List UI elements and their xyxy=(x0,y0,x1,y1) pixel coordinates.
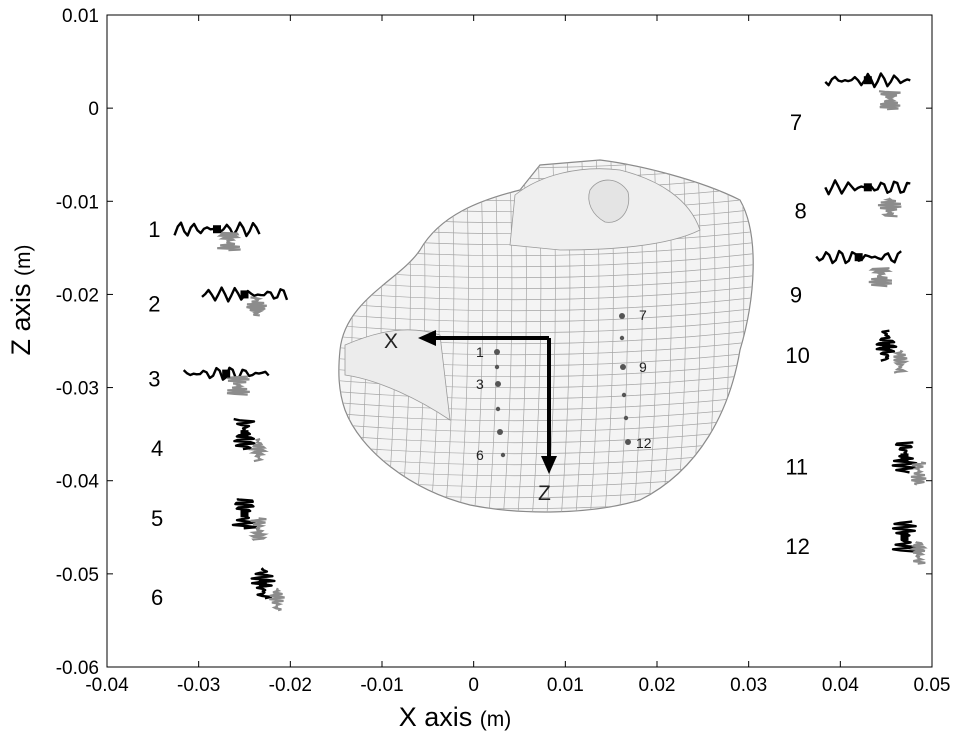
y-tick-label: 0 xyxy=(88,99,99,120)
x-tick-label: 0.03 xyxy=(730,675,767,696)
x-tick-label: -0.02 xyxy=(269,675,312,696)
trace-marker-11 xyxy=(900,453,909,462)
inset-label-9: 9 xyxy=(639,359,647,375)
mesh-line xyxy=(329,150,338,520)
mesh-line xyxy=(338,307,754,323)
mesh-line xyxy=(338,318,754,334)
trajectory-traces xyxy=(173,72,928,612)
trace-light-6 xyxy=(269,587,285,612)
trace-marker-3 xyxy=(222,369,231,378)
trace-marker-10 xyxy=(882,341,891,350)
trace-marker-6 xyxy=(258,579,267,588)
mesh-line xyxy=(338,439,754,455)
y-tick-label: -0.04 xyxy=(56,472,100,493)
inset-marker-dots xyxy=(494,313,631,458)
trace-label-11: 11 xyxy=(785,455,808,480)
trace-marker-1 xyxy=(213,225,221,234)
x-tick-label: -0.03 xyxy=(177,675,220,696)
trace-light-5 xyxy=(248,517,269,542)
mesh-line xyxy=(338,428,754,444)
trace-label-1: 1 xyxy=(148,217,160,242)
trace-light-8 xyxy=(877,197,902,218)
trace-marker-2 xyxy=(240,290,249,299)
trace-light-11 xyxy=(910,461,927,486)
plot-frame xyxy=(106,14,933,668)
y-axis-ticks: 0.01 0 -0.01 -0.02 -0.03 -0.04 -0.05 -0.06 xyxy=(56,6,932,679)
y-axis-title: Z axis (m) xyxy=(6,244,36,355)
inset-label-6: 6 xyxy=(476,447,484,463)
x-tick-label: 0.05 xyxy=(914,675,951,696)
x-tick-label: 0.01 xyxy=(547,675,584,696)
trace-light-12 xyxy=(907,540,928,565)
trace-label-12: 12 xyxy=(785,534,809,559)
heart-mesh-illustration xyxy=(329,150,754,520)
trace-dark-10 xyxy=(875,329,898,362)
inset-marker-labels: 1 3 6 7 9 12 xyxy=(476,307,652,463)
trace-marker-5 xyxy=(240,509,249,518)
trace-light-1 xyxy=(216,231,242,252)
mesh-line xyxy=(338,406,754,422)
y-tick-label: -0.01 xyxy=(56,192,99,213)
x-axis-title: X axis (m) xyxy=(399,702,512,732)
trace-label-4: 4 xyxy=(151,436,163,461)
z-arrow-label: Z xyxy=(538,482,551,505)
mesh-line xyxy=(338,395,754,411)
x-tick-label: 0.04 xyxy=(822,675,859,696)
x-tick-label: -0.04 xyxy=(85,675,129,696)
x-tick-label: 0 xyxy=(468,675,479,696)
x-axis-unit: (m) xyxy=(480,708,511,731)
y-tick-label: -0.06 xyxy=(56,658,99,679)
y-tick-label: -0.03 xyxy=(56,379,99,400)
mesh-line xyxy=(338,285,754,301)
mesh-line xyxy=(338,384,754,400)
y-tick-label: 0.01 xyxy=(62,6,99,27)
x-tick-label: -0.01 xyxy=(360,675,403,696)
x-arrow-label: X xyxy=(384,330,398,353)
mesh-line xyxy=(749,160,754,512)
trace-light-3 xyxy=(226,375,250,396)
trace-light-4 xyxy=(248,438,269,463)
mesh-line xyxy=(338,296,754,312)
y-tick-label: -0.05 xyxy=(56,565,99,586)
trace-label-5: 5 xyxy=(151,506,163,531)
trace-marker-8 xyxy=(863,183,872,192)
trace-marker-12 xyxy=(900,532,909,541)
trace-label-10: 10 xyxy=(785,343,809,368)
trace-light-9 xyxy=(868,267,893,288)
trace-label-8: 8 xyxy=(795,199,807,224)
y-axis-title-text: Z axis xyxy=(6,283,36,355)
trace-marker-4 xyxy=(240,430,249,439)
x-axis-ticks: -0.04 -0.03 -0.02 -0.01 0 0.01 0.02 0.03 0.04 0.0… xyxy=(85,15,950,696)
trace-dark-7 xyxy=(824,72,911,89)
trace-light-2 xyxy=(246,296,267,317)
trace-marker-7 xyxy=(863,76,872,85)
y-axis-unit: (m) xyxy=(12,244,35,275)
trace-label-9: 9 xyxy=(790,282,802,307)
trace-label-3: 3 xyxy=(148,366,160,391)
trace-light-7 xyxy=(878,90,901,111)
x-axis-title-text: X axis xyxy=(399,702,473,732)
trace-dark-6 xyxy=(250,567,276,600)
trace-marker-9 xyxy=(854,253,863,262)
mesh-line xyxy=(338,417,754,433)
inset-label-7: 7 xyxy=(639,307,647,323)
inset-label-3: 3 xyxy=(476,376,484,392)
coordinate-arrows: X Z xyxy=(384,330,557,505)
trace-label-7: 7 xyxy=(790,110,802,135)
inset-label-12: 12 xyxy=(636,435,652,451)
x-tick-label: 0.02 xyxy=(639,675,676,696)
y-tick-label: -0.02 xyxy=(56,285,99,306)
mesh-line xyxy=(338,274,754,290)
trace-label-2: 2 xyxy=(148,292,160,317)
trace-label-6: 6 xyxy=(151,585,163,610)
inset-label-1: 1 xyxy=(476,344,484,360)
trace-light-10 xyxy=(892,349,910,374)
trace-dark-4 xyxy=(233,417,256,451)
